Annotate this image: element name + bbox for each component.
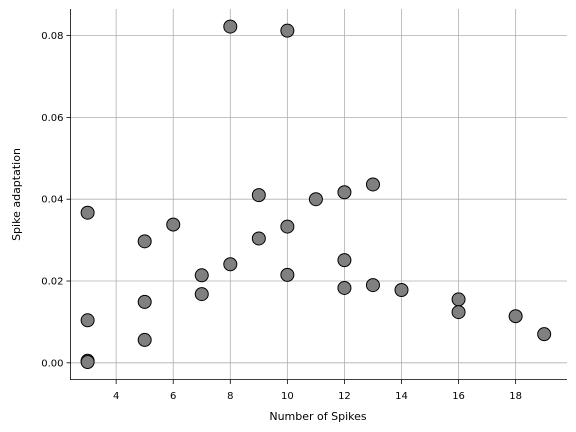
y-tick-label: 0.08 — [41, 31, 63, 42]
x-tick-label: 12 — [338, 391, 351, 402]
data-point — [451, 292, 466, 307]
data-point — [223, 257, 238, 272]
data-point — [280, 267, 295, 282]
data-point — [280, 219, 295, 234]
data-points — [80, 19, 552, 370]
data-point — [80, 355, 95, 370]
data-point — [80, 313, 95, 328]
data-point — [537, 327, 552, 342]
data-point — [137, 234, 152, 249]
data-point — [80, 205, 95, 220]
data-point — [451, 305, 466, 320]
y-tick-label: 0.04 — [41, 195, 63, 206]
data-point — [337, 253, 352, 268]
data-point — [365, 177, 380, 192]
data-point — [137, 294, 152, 309]
data-point — [337, 280, 352, 295]
x-axis-ticks: 4 6 8 10 12 14 16 18 — [113, 380, 522, 402]
data-point — [251, 231, 266, 246]
y-tick-label: 0.00 — [41, 358, 63, 369]
x-tick-label: 16 — [452, 391, 465, 402]
data-point — [166, 217, 181, 232]
data-point — [194, 268, 209, 283]
data-point — [251, 188, 266, 203]
y-tick-label: 0.02 — [41, 277, 63, 288]
x-tick-label: 10 — [281, 391, 294, 402]
data-point — [223, 19, 238, 34]
x-tick-label: 6 — [170, 391, 176, 402]
y-tick-label: 0.06 — [41, 113, 63, 124]
data-point — [194, 287, 209, 302]
x-tick-label: 8 — [227, 391, 233, 402]
data-point — [337, 185, 352, 200]
data-point — [508, 309, 523, 324]
x-tick-label: 18 — [509, 391, 522, 402]
y-axis-label: Spike adaptation — [10, 148, 23, 241]
x-tick-label: 14 — [395, 391, 408, 402]
data-point — [365, 278, 380, 293]
data-point — [308, 192, 323, 207]
x-tick-label: 4 — [113, 391, 119, 402]
data-point — [137, 332, 152, 347]
data-point — [394, 283, 409, 298]
x-axis-label: Number of Spikes — [269, 410, 367, 423]
y-axis-ticks: 0.00 0.02 0.04 0.06 0.08 — [41, 31, 71, 369]
data-point — [280, 23, 295, 38]
